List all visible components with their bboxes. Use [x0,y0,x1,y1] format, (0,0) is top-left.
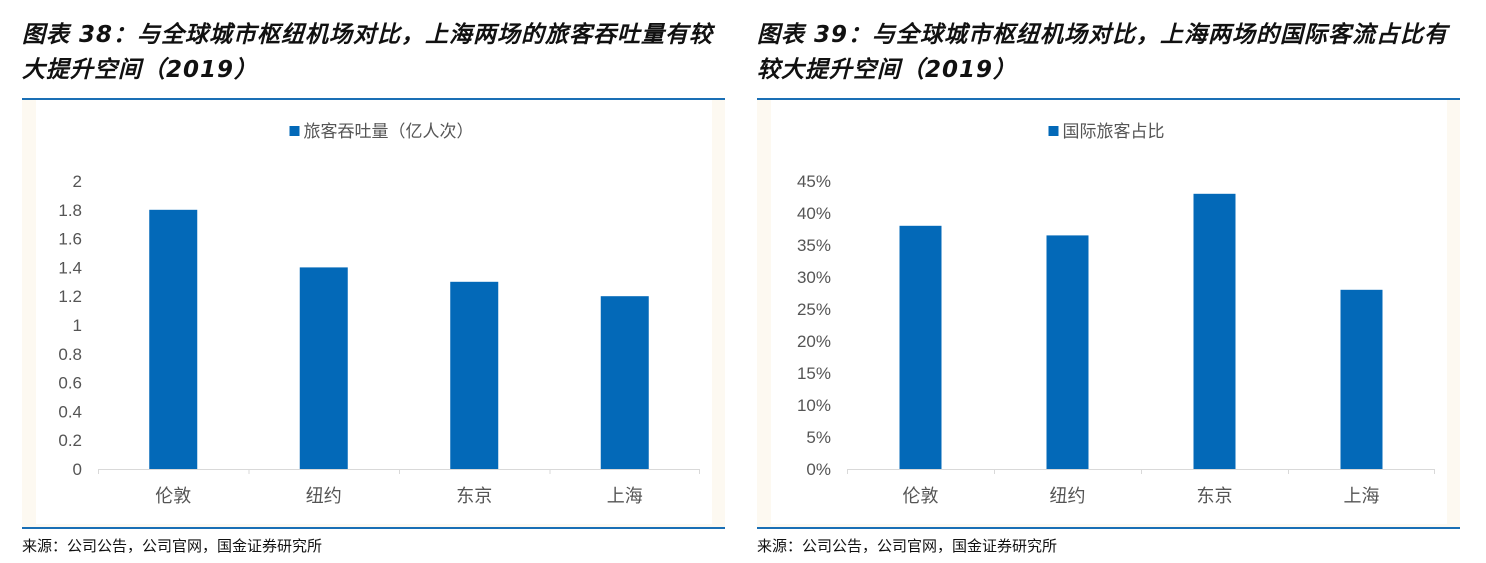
source-note: 来源：公司公告，公司官网，国金证券研究所 [757,537,1058,555]
y-tick-label: 45% [797,172,831,191]
y-tick-label: 40% [797,204,831,223]
x-tick-label: 上海 [1344,486,1380,506]
bar [149,209,198,470]
chart-panel-39: 图表 39：与全球城市枢纽机场对比，上海两场的国际客流占比有较大提升空间（201… [757,0,1462,563]
divider [22,527,725,529]
y-tick-label: 30% [797,268,831,287]
chart-svg: 国际旅客占比 0% 5% 10% 15% 20% 25% 30% 35% 40% 45% 伦敦 纽约 东京… [797,122,1435,506]
y-tick-label: 2 [73,172,82,191]
x-tick-label: 东京 [456,486,492,506]
y-tick-label: 1.6 [58,230,82,249]
y-tick-label: 1.2 [58,287,82,306]
legend-label: 国际旅客占比 [1063,122,1165,141]
x-tick-label: 伦敦 [903,486,939,506]
x-tick-label: 伦敦 [155,486,191,506]
bar [1340,289,1383,469]
bar [600,296,649,469]
divider [757,527,1460,529]
chart-panel-38: 图表 38：与全球城市枢纽机场对比，上海两场的旅客吞吐量有较大提升空间（2019… [22,0,727,563]
divider [757,98,1460,100]
y-tick-label: 1.4 [58,258,82,277]
y-tick-label: 0.8 [58,345,82,364]
y-tick-label: 1.8 [58,201,82,220]
y-tick-label: 0 [73,460,82,479]
source-note: 来源：公司公告，公司官网，国金证券研究所 [22,537,323,555]
y-tick-label: 1 [73,316,82,335]
bar [450,281,499,469]
y-tick-label: 35% [797,236,831,255]
y-tick-label: 0.2 [58,431,82,450]
x-tick-label: 东京 [1197,486,1233,506]
x-tick-label: 纽约 [306,486,342,506]
chart-title: 图表 38：与全球城市枢纽机场对比，上海两场的旅客吞吐量有较大提升空间（2019… [22,22,714,83]
bar [299,267,348,469]
bar [1046,235,1089,469]
y-tick-label: 0% [806,460,831,479]
x-tick-label: 纽约 [1050,486,1086,506]
y-tick-label: 10% [797,396,831,415]
y-tick-label: 5% [806,428,831,447]
y-tick-label: 25% [797,300,831,319]
legend-swatch [1048,126,1059,136]
bar [899,225,942,469]
legend-swatch [289,126,300,136]
chart-svg: 旅客吞吐量（亿人次） 0 0.2 0.4 0.6 0.8 1 1.2 1.4 1.6 1.8 2 伦敦 纽… [58,122,700,506]
y-tick-label: 15% [797,364,831,383]
y-tick-label: 0.4 [58,402,82,421]
y-tick-label: 20% [797,332,831,351]
divider [22,98,725,100]
x-tick-label: 上海 [607,486,643,506]
chart-title: 图表 39：与全球城市枢纽机场对比，上海两场的国际客流占比有较大提升空间（201… [757,22,1449,83]
bar [1193,193,1236,470]
y-tick-label: 0.6 [58,374,82,393]
legend-label: 旅客吞吐量（亿人次） [304,122,474,141]
